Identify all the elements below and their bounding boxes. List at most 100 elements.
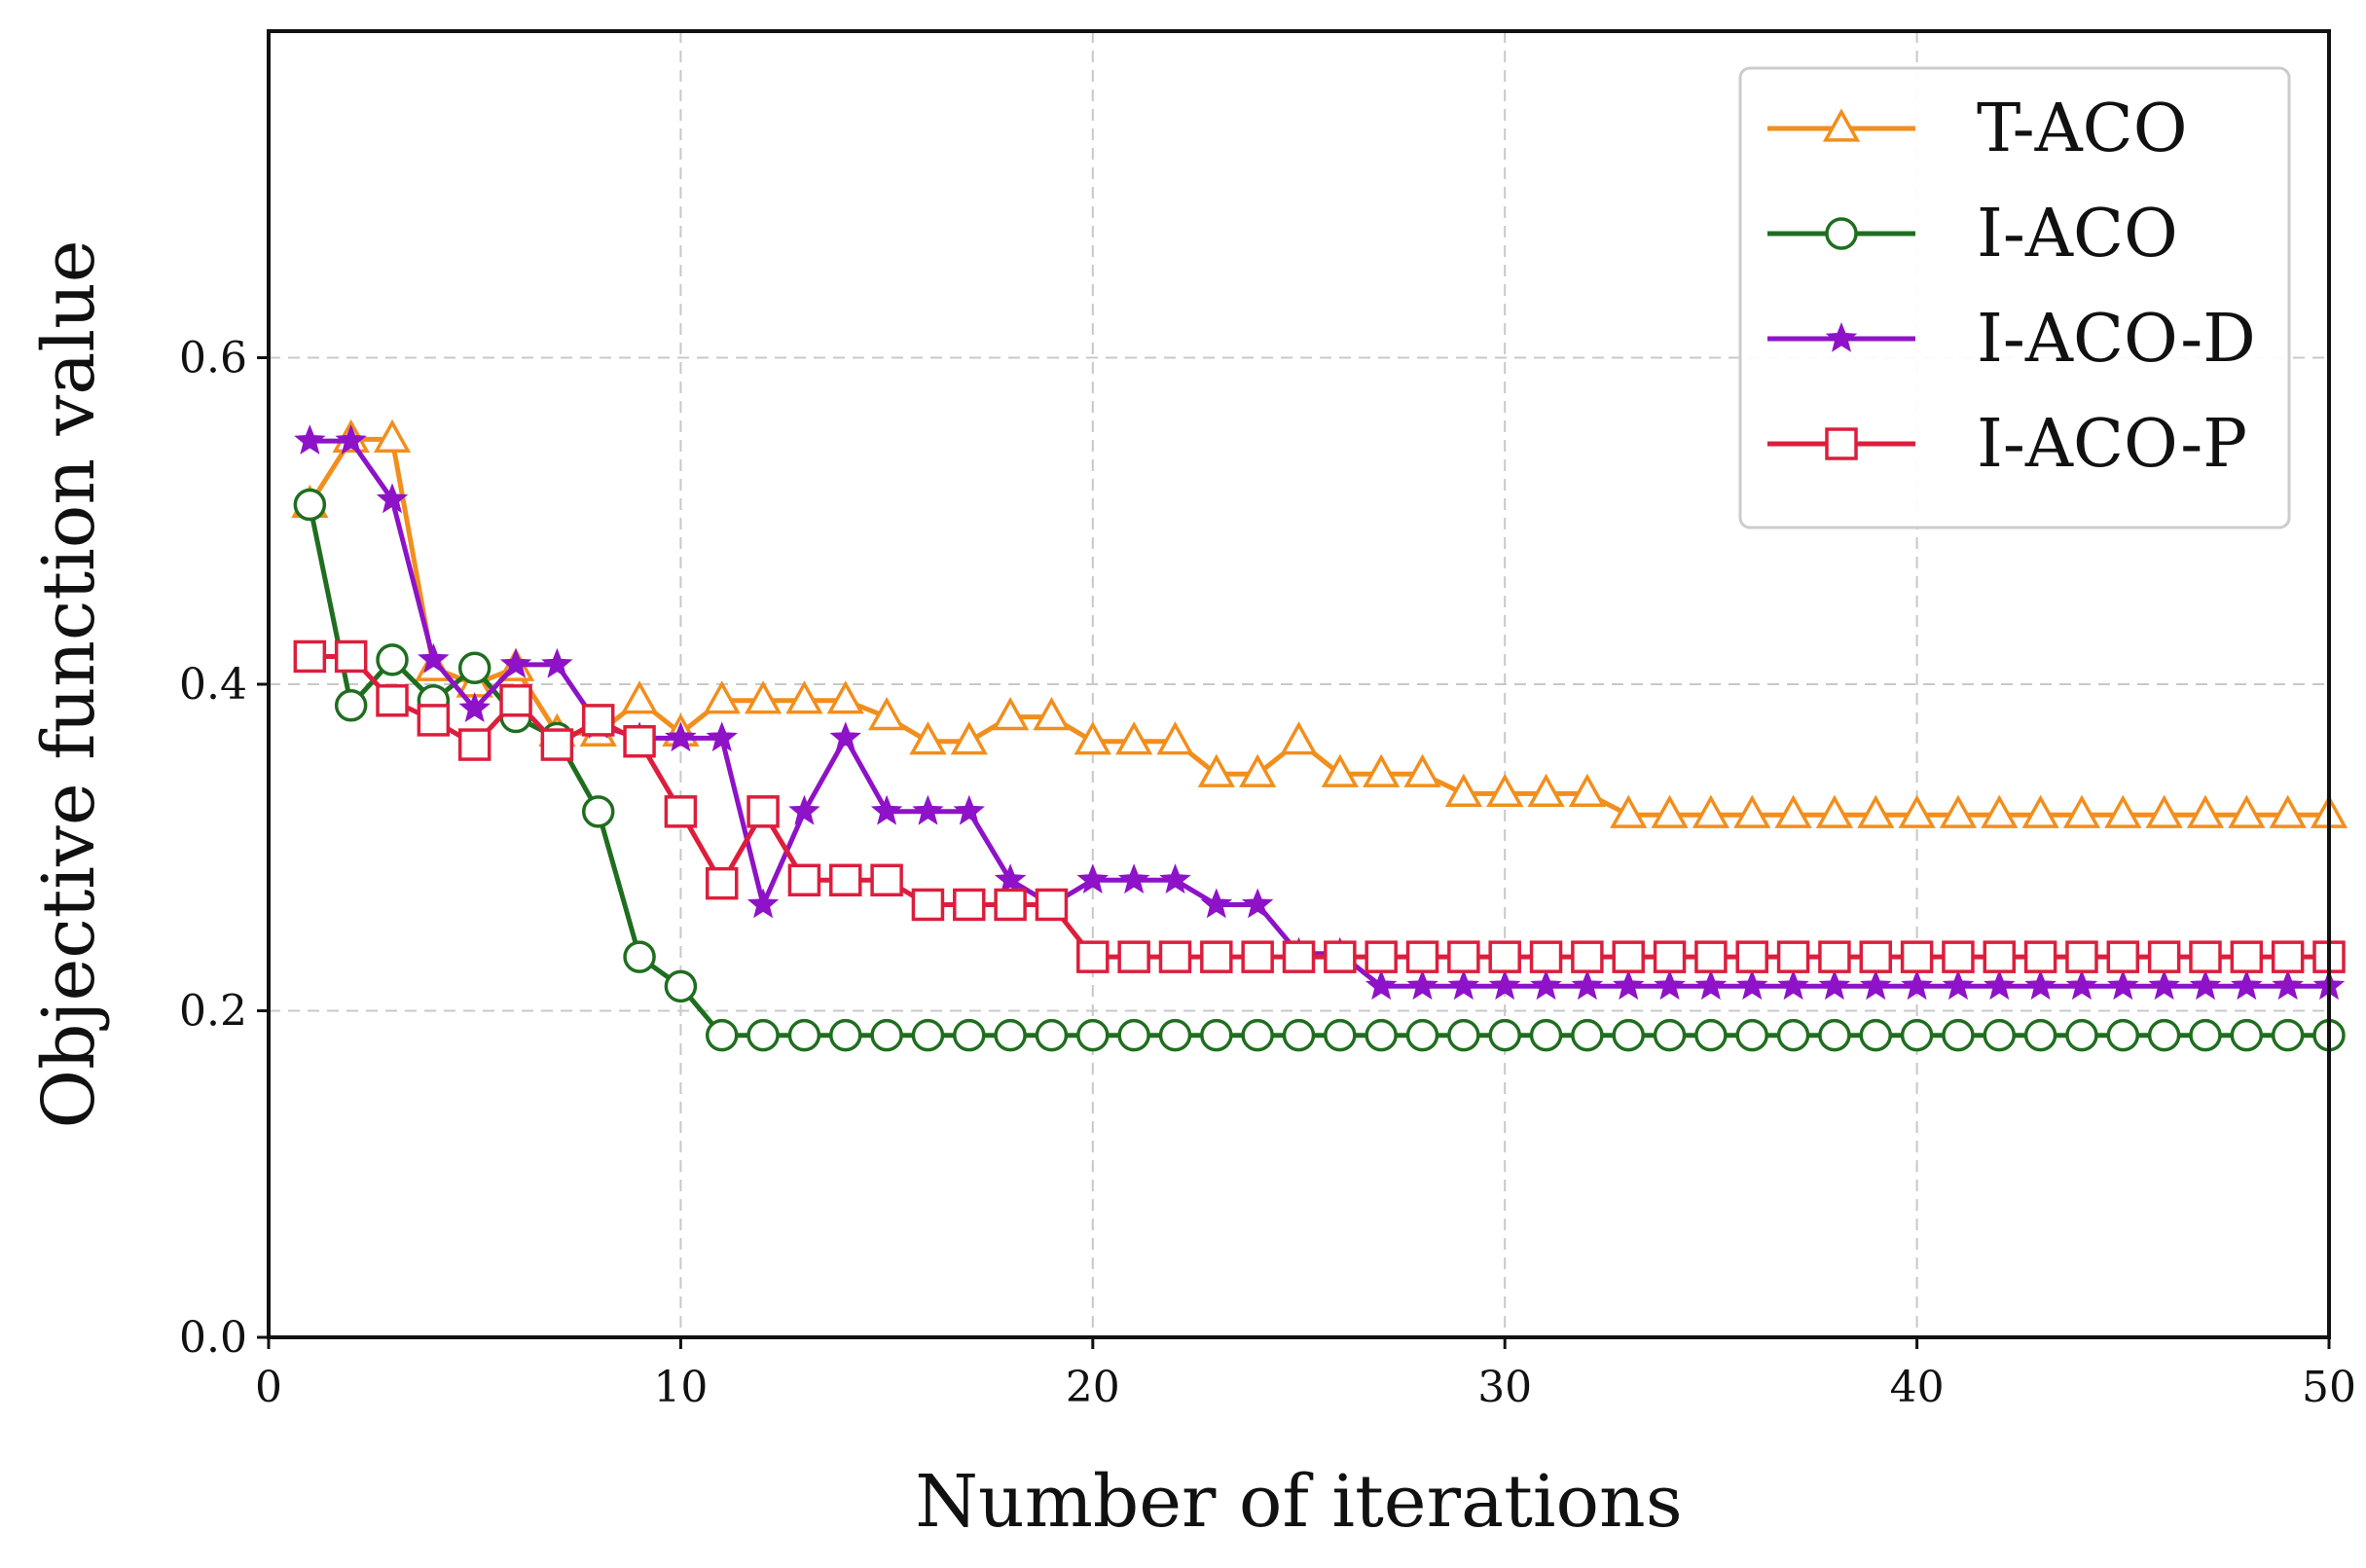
data-point-i-aco-d [458, 692, 491, 722]
legend: T-ACO I-ACO I-ACO-D I-ACO-P [1738, 66, 2291, 529]
data-point-i-aco [1241, 1018, 1274, 1052]
data-point-i-aco-p [581, 704, 615, 737]
data-point-i-aco-d [829, 721, 861, 752]
data-point-i-aco-d [294, 424, 326, 455]
data-point-i-aco-d [870, 794, 903, 825]
legend-item-i-aco-p: I-ACO-P [1767, 406, 2247, 483]
data-point-i-aco [2271, 1018, 2305, 1052]
legend-label: I-ACO-D [1977, 301, 2256, 378]
data-point-i-aco [1694, 1018, 1728, 1052]
data-point-i-aco-p [2065, 940, 2098, 973]
data-point-i-aco [1612, 1018, 1645, 1052]
data-point-i-aco [1405, 1018, 1439, 1052]
data-point-i-aco-d [1117, 863, 1150, 894]
data-point-i-aco-d [2189, 969, 2222, 1001]
data-point-i-aco-d [1159, 863, 1191, 894]
data-point-t-aco [1815, 794, 1854, 828]
data-point-t-aco [1239, 753, 1277, 787]
data-point-t-aco [2186, 794, 2225, 828]
data-point-i-aco [334, 689, 368, 722]
data-point-i-aco-d [1076, 863, 1110, 894]
data-point-i-aco [2023, 1018, 2057, 1052]
data-point-t-aco [1363, 753, 1401, 787]
data-point-i-aco-p [1900, 940, 1934, 973]
legend-item-i-aco-d: I-ACO-D [1767, 301, 2256, 378]
legend-label: I-ACO [1977, 196, 2178, 273]
data-point-t-aco [1197, 753, 1235, 787]
data-point-i-aco-d [376, 483, 409, 514]
data-point-i-aco-d [499, 647, 532, 678]
data-point-i-aco [1942, 1018, 1975, 1052]
data-point-i-aco [664, 969, 698, 1003]
data-point-i-aco-d [746, 888, 780, 919]
data-point-i-aco-p [1571, 940, 1604, 973]
data-point-i-aco-p [2230, 940, 2264, 973]
data-point-i-aco [2106, 1018, 2140, 1052]
y-tick-label: 0.4 [179, 660, 247, 710]
data-point-t-aco [373, 419, 412, 454]
data-point-t-aco [1280, 721, 1318, 755]
data-point-i-aco-p [664, 795, 698, 828]
data-point-i-aco-d [335, 424, 367, 455]
data-point-t-aco [1733, 794, 1771, 828]
data-point-i-aco-p [1529, 940, 1563, 973]
data-point-i-aco-p [1324, 940, 1357, 973]
data-point-i-aco-p [2106, 940, 2140, 973]
legend-label: T-ACO [1977, 91, 2187, 167]
x-tick-label: 10 [653, 1363, 708, 1412]
data-point-i-aco [376, 643, 409, 676]
data-point-i-aco-p [1282, 940, 1316, 973]
data-point-t-aco [1568, 773, 1607, 808]
data-point-t-aco [2145, 794, 2183, 828]
y-tick-label: 0.6 [179, 334, 247, 383]
data-point-i-aco-p [1158, 940, 1192, 973]
data-point-t-aco [1115, 721, 1153, 755]
data-point-i-aco [1488, 1018, 1521, 1052]
x-tick-label: 50 [2302, 1363, 2356, 1412]
data-point-t-aco [867, 696, 906, 731]
axis-ticks: 0 10 20 30 40 50 0.0 0.2 0.4 0.6 [179, 334, 2356, 1413]
data-point-i-aco-p [870, 863, 903, 897]
x-axis-title: Number of iterations [915, 1460, 1682, 1544]
data-point-i-aco [705, 1018, 739, 1052]
data-point-i-aco-p [334, 639, 368, 674]
data-point-i-aco [1365, 1018, 1398, 1052]
data-point-t-aco [991, 696, 1030, 731]
data-point-i-aco-p [2271, 940, 2305, 973]
data-point-t-aco [1444, 773, 1482, 808]
data-point-i-aco-p [293, 639, 327, 674]
data-point-i-aco-p [1983, 940, 2017, 973]
data-point-i-aco-p [911, 888, 945, 922]
data-point-t-aco [2104, 794, 2142, 828]
data-point-i-aco [2230, 1018, 2264, 1052]
data-point-t-aco [1610, 794, 1648, 828]
data-point-i-aco-d [2024, 969, 2057, 1001]
legend-item-t-aco: T-ACO [1767, 91, 2187, 167]
data-point-t-aco [703, 680, 741, 714]
data-point-i-aco-p [994, 888, 1027, 922]
data-point-i-aco-d [994, 863, 1027, 894]
data-point-t-aco [1403, 753, 1441, 787]
data-point-i-aco [911, 1018, 945, 1052]
data-point-t-aco [1981, 794, 2019, 828]
data-point-t-aco [620, 680, 659, 714]
data-point-i-aco [1117, 1018, 1150, 1052]
data-point-i-aco-d [1818, 969, 1851, 1001]
data-point-i-aco-p [376, 684, 409, 717]
data-point-i-aco [1735, 1018, 1768, 1052]
data-point-t-aco [1321, 753, 1359, 787]
data-point-t-aco [1527, 773, 1565, 808]
data-point-i-aco-d [953, 794, 985, 825]
data-point-t-aco [744, 680, 783, 714]
data-point-i-aco-p [746, 795, 780, 828]
data-point-i-aco-d [1942, 969, 1975, 1001]
data-point-t-aco [2021, 794, 2059, 828]
data-point-i-aco [1282, 1018, 1316, 1052]
data-point-i-aco-p [1076, 940, 1110, 973]
data-point-i-aco-d [706, 721, 738, 752]
data-point-t-aco [826, 680, 864, 714]
data-point-i-aco-d [788, 794, 820, 825]
data-point-t-aco [950, 721, 988, 755]
data-point-i-aco-p [1694, 940, 1728, 973]
data-point-i-aco [1571, 1018, 1604, 1052]
